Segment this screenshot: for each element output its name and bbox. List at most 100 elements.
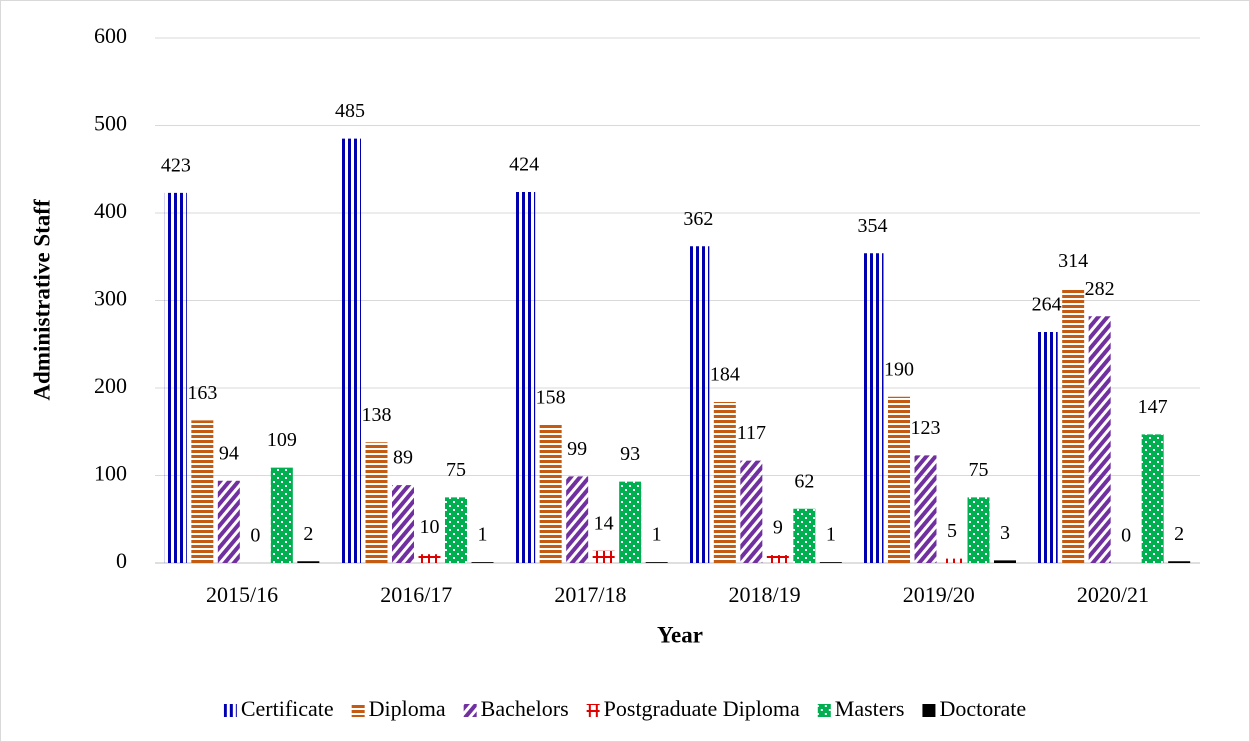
- bar: [619, 481, 642, 563]
- x-tick-label: 2017/18: [554, 582, 626, 607]
- legend-swatch: [463, 704, 477, 717]
- x-tick-label: 2018/19: [729, 582, 801, 607]
- bar: [191, 420, 214, 563]
- legend-item: Bachelors: [463, 696, 569, 721]
- y-tick-label: 200: [94, 373, 127, 398]
- bar: [1141, 434, 1164, 563]
- bar: [740, 460, 763, 563]
- value-label: 190: [884, 358, 914, 380]
- bar: [1062, 288, 1085, 563]
- bar: [365, 442, 388, 563]
- value-label: 89: [393, 447, 413, 469]
- bar: [1168, 561, 1191, 563]
- value-label: 5: [947, 520, 957, 542]
- bar: [217, 480, 240, 563]
- y-axis-title: Administrative Staff: [29, 199, 54, 401]
- legend-label: Certificate: [241, 696, 334, 721]
- bar: [270, 467, 293, 563]
- value-label: 354: [858, 215, 888, 237]
- legend-label: Postgraduate Diploma: [604, 696, 800, 721]
- bar: [888, 396, 910, 563]
- value-label: 2: [303, 523, 313, 545]
- value-label: 99: [567, 438, 587, 460]
- bar: [766, 555, 789, 563]
- value-label: 14: [594, 512, 614, 534]
- legend-item: Doctorate: [922, 696, 1026, 721]
- value-label: 2: [1174, 523, 1184, 545]
- x-tick-label: 2019/20: [903, 582, 975, 607]
- value-label: 75: [446, 459, 466, 481]
- bar: [1035, 332, 1058, 563]
- value-label: 147: [1138, 396, 1168, 418]
- bar: [445, 497, 467, 563]
- value-label: 1: [652, 524, 662, 546]
- bar: [793, 508, 816, 563]
- legend-swatch: [817, 704, 831, 717]
- bar: [418, 554, 441, 563]
- legend-item: Certificate: [223, 696, 334, 721]
- value-label: 10: [420, 516, 440, 538]
- value-label: 123: [911, 417, 941, 439]
- x-tick-label: 2020/21: [1077, 582, 1149, 607]
- legend-label: Doctorate: [939, 696, 1026, 721]
- legend-item: Masters: [817, 696, 905, 721]
- value-label: 423: [161, 154, 191, 176]
- bar: [914, 455, 937, 563]
- bar: [339, 138, 361, 563]
- x-axis-title: Year: [657, 622, 703, 647]
- y-tick-label: 0: [116, 548, 127, 573]
- value-label: 3: [1000, 522, 1010, 544]
- bar: [297, 561, 320, 563]
- bar: [967, 497, 990, 563]
- legend-swatch: [586, 704, 600, 717]
- value-label: 109: [267, 429, 297, 451]
- legend-label: Diploma: [369, 696, 446, 721]
- legend-item: Diploma: [351, 696, 446, 721]
- y-tick-label: 300: [94, 286, 127, 311]
- legend-item: Postgraduate Diploma: [586, 696, 800, 721]
- value-label: 282: [1085, 278, 1115, 300]
- bar: [539, 424, 562, 563]
- y-tick-label: 400: [94, 198, 127, 223]
- bar: [513, 192, 536, 563]
- value-label: 0: [250, 525, 260, 547]
- legend: Certificate Diploma Bachelors Postgraduate …: [223, 696, 1026, 721]
- bar: [994, 560, 1016, 563]
- value-label: 184: [710, 364, 740, 386]
- legend-swatch: [351, 704, 365, 717]
- bar: [941, 558, 963, 563]
- value-label: 75: [969, 459, 989, 481]
- value-label: 0: [1121, 525, 1131, 547]
- bar: [713, 402, 736, 563]
- value-label: 424: [509, 154, 539, 176]
- bar: [592, 550, 615, 563]
- bar: [471, 562, 494, 563]
- y-tick-label: 100: [94, 461, 127, 486]
- bar: [645, 562, 668, 563]
- value-label: 94: [219, 442, 239, 464]
- value-label: 485: [335, 100, 365, 122]
- value-label: 62: [794, 470, 814, 492]
- value-label: 163: [187, 382, 217, 404]
- bar: [687, 246, 710, 563]
- value-label: 1: [826, 524, 836, 546]
- value-label: 264: [1032, 294, 1062, 316]
- x-tick-label: 2016/17: [380, 582, 452, 607]
- value-label: 138: [362, 404, 392, 426]
- value-label: 362: [683, 208, 713, 230]
- value-label: 1: [478, 524, 488, 546]
- bar: [164, 192, 187, 563]
- bar: [566, 476, 589, 563]
- y-tick-label: 500: [94, 111, 127, 136]
- bar: [1088, 316, 1111, 563]
- y-tick-label: 600: [94, 23, 127, 48]
- value-label: 117: [737, 422, 766, 444]
- legend-label: Masters: [835, 696, 905, 721]
- bar: [392, 485, 414, 563]
- legend-swatch: [223, 704, 237, 717]
- value-label: 158: [536, 386, 566, 408]
- legend-swatch: [922, 704, 936, 717]
- legend-label: Bachelors: [481, 696, 569, 721]
